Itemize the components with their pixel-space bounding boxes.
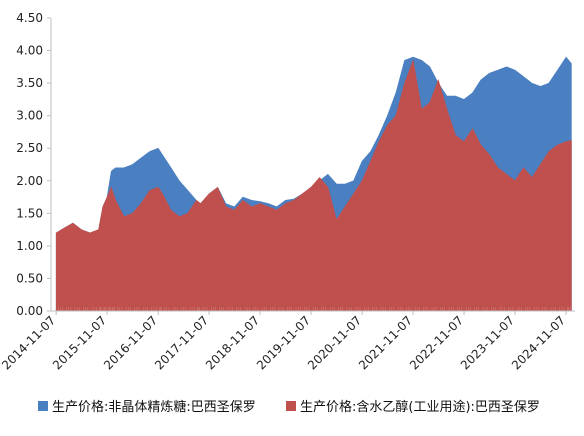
x-tick-label: 2019-11-07 bbox=[254, 313, 313, 372]
x-tick-label: 2020-11-07 bbox=[305, 313, 364, 372]
legend-label-2: 生产价格:含水乙醇(工业用途):巴西圣保罗 bbox=[300, 399, 540, 415]
x-tick-label: 2022-11-07 bbox=[407, 313, 466, 372]
y-tick-label: 2.50 bbox=[16, 141, 43, 155]
y-tick-label: 3.50 bbox=[16, 76, 43, 90]
y-tick-label: 2.00 bbox=[16, 174, 43, 188]
y-tick-label: 0.00 bbox=[16, 304, 43, 318]
legend-swatch-2 bbox=[286, 401, 296, 411]
x-tick-label: 2014-11-07 bbox=[0, 313, 58, 372]
y-tick-label: 3.00 bbox=[16, 109, 43, 123]
legend-label-1: 生产价格:非晶体精炼糖:巴西圣保罗 bbox=[52, 399, 256, 415]
legend: 生产价格:非晶体精炼糖:巴西圣保罗 生产价格:含水乙醇(工业用途):巴西圣保罗 bbox=[38, 399, 540, 415]
y-tick-label: 1.00 bbox=[16, 239, 43, 253]
x-axis-ticks: 2014-11-072015-11-072016-11-072017-11-07… bbox=[0, 311, 568, 372]
x-tick-label: 2023-11-07 bbox=[458, 313, 517, 372]
x-tick-label: 2016-11-07 bbox=[101, 313, 160, 372]
x-tick-label: 2021-11-07 bbox=[356, 313, 415, 372]
legend-swatch-1 bbox=[38, 401, 48, 411]
y-tick-label: 1.50 bbox=[16, 206, 43, 220]
series-layer bbox=[55, 56, 572, 312]
x-tick-label: 2018-11-07 bbox=[203, 313, 262, 372]
y-tick-label: 0.50 bbox=[16, 271, 43, 285]
x-tick-label: 2017-11-07 bbox=[152, 313, 211, 372]
y-axis-ticks: 0.00 0.50 1.00 1.50 2.00 2.50 3.00 3.50 4.00 4.50 bbox=[16, 11, 51, 318]
x-tick-label: 2024-11-07 bbox=[509, 313, 568, 372]
series-area-2 bbox=[55, 59, 572, 312]
y-tick-label: 4.50 bbox=[16, 11, 43, 25]
y-tick-label: 4.00 bbox=[16, 44, 43, 58]
x-tick-label: 2015-11-07 bbox=[50, 313, 109, 372]
